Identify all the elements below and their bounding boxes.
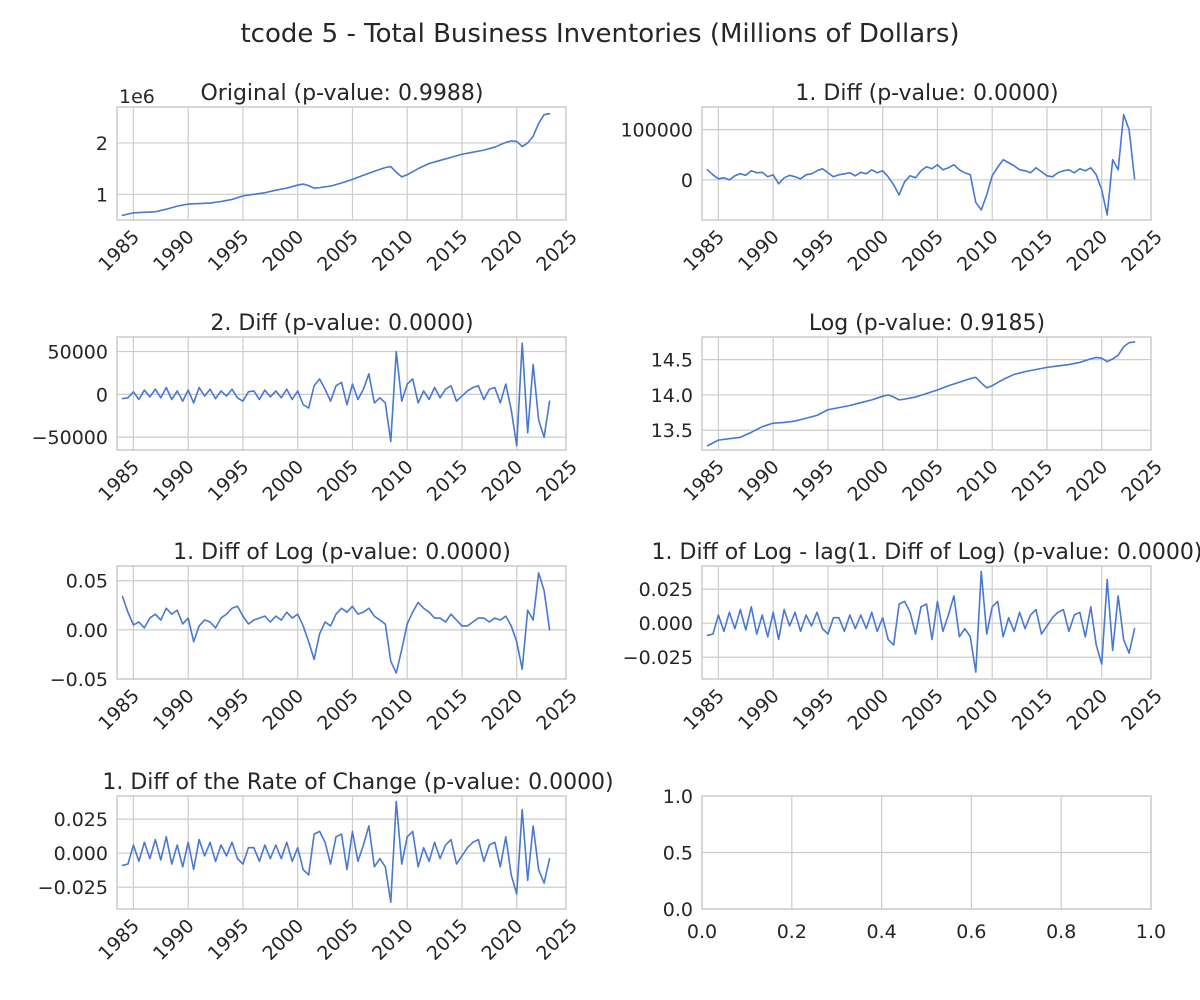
y-tick-label: 1.0: [663, 786, 693, 808]
axes-frame: [116, 336, 567, 451]
subplot-8: 0.0 0.5 1.0 0.0 0.2 0.4 0.6 0.8 1.0: [663, 786, 1166, 943]
series-line: [706, 570, 1136, 673]
y-tick-label: 0.5: [663, 843, 693, 865]
figure-suptitle: tcode 5 - Total Business Inventories (Mi…: [240, 19, 959, 49]
series-line: [706, 341, 1136, 447]
y-tick-label: 0: [96, 384, 108, 406]
y-tick-label: 14.0: [651, 385, 693, 407]
x-tick-label: 0.6: [956, 921, 986, 943]
x-tick-label: 0.4: [866, 921, 896, 943]
x-tick-label: 1.0: [1136, 921, 1166, 943]
y-tick-label: 0.05: [66, 571, 108, 593]
y-tick-label: 0.025: [639, 579, 693, 601]
y-offset-label: 1e6: [119, 86, 155, 108]
y-tick-label: 1: [96, 184, 108, 206]
series-line: [121, 112, 551, 217]
series-line: [121, 572, 551, 674]
subplot-title: Log (p-value: 0.9185): [809, 311, 1045, 336]
subplot-title: 1. Diff (p-value: 0.0000): [795, 81, 1058, 106]
x-tick-label: 0.0: [687, 921, 717, 943]
subplot-title: 1. Diff of Log - lag(1. Diff of Log) (p-…: [652, 540, 1200, 565]
y-tick-label: 0.000: [639, 613, 693, 635]
y-tick-label: −0.05: [50, 669, 108, 691]
y-tick-label: 14.5: [651, 350, 693, 372]
axes-frame: [701, 565, 1152, 680]
y-tick-label: 50000: [48, 342, 108, 364]
subplot-title: Original (p-value: 0.9988): [200, 81, 483, 106]
series-line: [121, 800, 551, 903]
y-tick-label: −0.025: [38, 877, 108, 899]
subplot-title: 1. Diff of the Rate of Change (p-value: …: [102, 770, 613, 795]
axes-frame: [116, 106, 567, 221]
series-line: [706, 113, 1136, 216]
x-tick-label: 0.2: [777, 921, 807, 943]
y-tick-label: 0: [681, 170, 693, 192]
x-tick-label: 0.8: [1046, 921, 1076, 943]
y-tick-label: 0.0: [663, 899, 693, 921]
y-tick-label: 2: [96, 133, 108, 155]
y-tick-label: −0.025: [623, 647, 693, 669]
series-line: [121, 342, 551, 447]
y-tick-label: 0.00: [66, 620, 108, 642]
axes-frame: [116, 795, 567, 910]
subplot-title: 2. Diff (p-value: 0.0000): [210, 311, 473, 336]
y-tick-label: −50000: [32, 427, 108, 449]
y-tick-label: 13.5: [651, 420, 693, 442]
y-tick-label: 0.025: [54, 809, 108, 831]
axes-frame: [701, 336, 1152, 451]
axes-frame: [116, 565, 567, 680]
y-tick-label: 100000: [620, 120, 693, 142]
axes-frame: [701, 106, 1152, 221]
subplot-title: 1. Diff of Log (p-value: 0.0000): [173, 540, 511, 565]
axes-frame: [701, 795, 1152, 910]
y-tick-label: 0.000: [54, 843, 108, 865]
